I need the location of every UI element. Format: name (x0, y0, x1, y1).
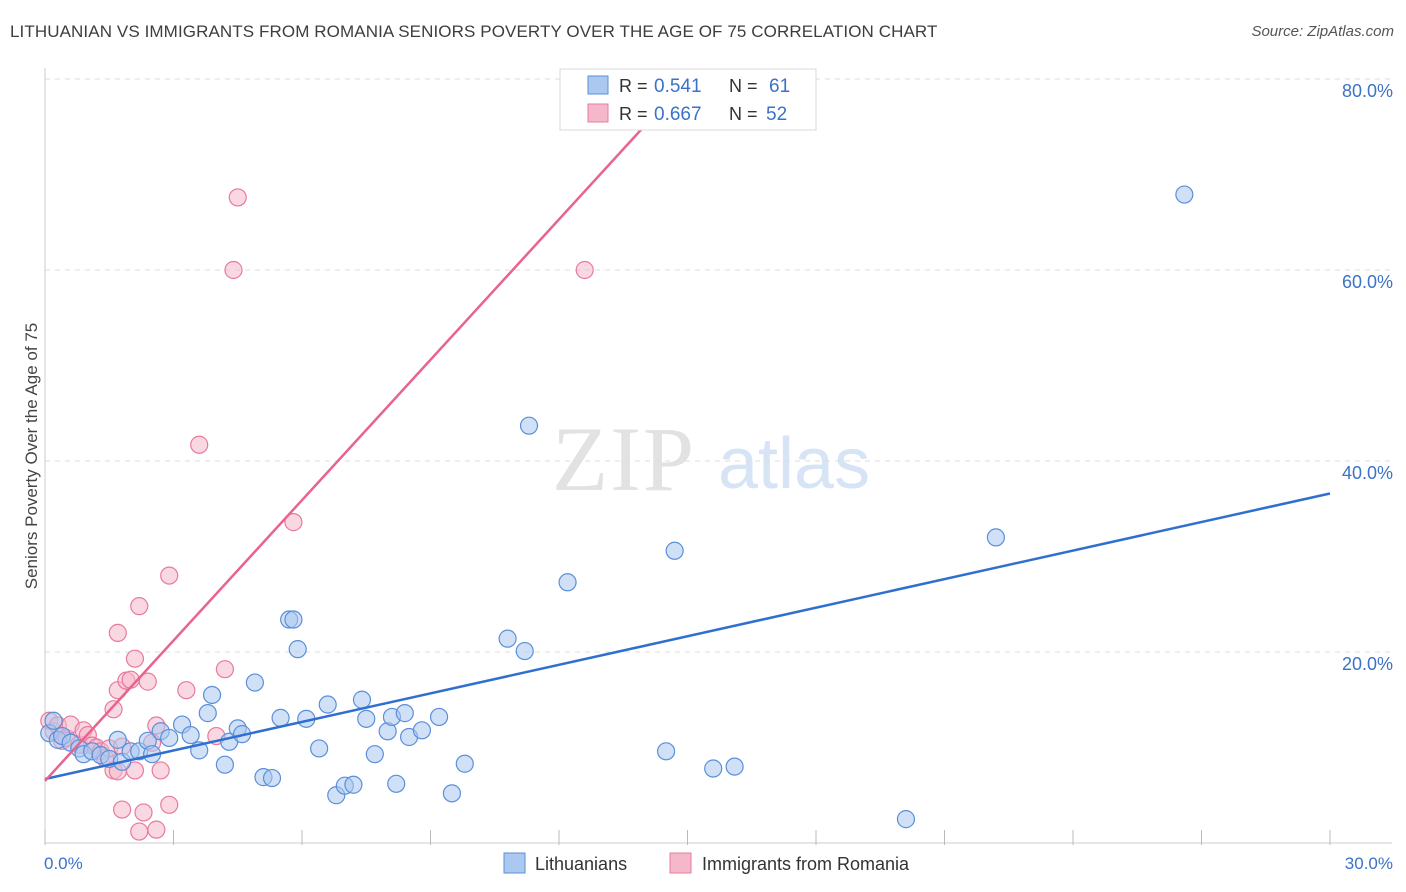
lithuanians-point (656, 742, 676, 761)
romania-point (215, 660, 234, 679)
romania-point (160, 795, 179, 814)
stats-n-value-romania: 52 (766, 104, 787, 125)
lithuanians-point (108, 730, 127, 749)
stats-r-label-romania: R = (619, 104, 648, 124)
lithuanians-point (365, 745, 384, 764)
lithuanians-point (245, 673, 264, 692)
romania-point (224, 260, 243, 280)
stats-r-label-lithuanians: R = (619, 76, 648, 96)
watermark-zip: ZIP (552, 408, 696, 510)
romania-point (177, 681, 196, 700)
romania-point (147, 820, 166, 839)
legend-swatch-lithuanians (503, 852, 526, 874)
chart-source: Source: ZipAtlas.com (1251, 23, 1394, 40)
lithuanians-point (284, 610, 303, 629)
stats-r-value-lithuanians: 0.541 (654, 76, 702, 97)
lithuanians-point (498, 629, 517, 648)
lithuanians-point (896, 810, 916, 829)
x-tick-label-max: 30.0% (1345, 854, 1393, 873)
lithuanians-point (310, 739, 329, 758)
romania-point (160, 566, 179, 585)
lithuanians-point (395, 704, 414, 723)
legend-label-lithuanians: Lithuanians (535, 854, 627, 874)
romania-point (134, 803, 153, 822)
lithuanians-point (442, 784, 462, 803)
romania-point (190, 435, 209, 454)
y-tick-label: 20.0% (1342, 654, 1393, 674)
romania-point (125, 761, 145, 780)
x-tick-label-min: 0.0% (44, 854, 83, 873)
lithuanians-point (704, 759, 723, 778)
legend-swatch-romania (669, 852, 692, 874)
lithuanians-point (352, 690, 372, 709)
lithuanians-point (160, 728, 179, 748)
stats-legend-swatch-lithuanians (587, 75, 609, 95)
lithuanians-point (1175, 185, 1194, 204)
romania-point (575, 260, 594, 280)
romania-point (130, 597, 149, 616)
watermark: ZIP atlas (552, 408, 870, 510)
y-axis-title: Seniors Poverty Over the Age of 75 (22, 323, 41, 589)
stats-r-value-romania: 0.667 (654, 104, 702, 125)
lithuanians-point (202, 685, 222, 705)
grid-layer: 20.0% 40.0% 60.0% 80.0% (45, 78, 1393, 674)
lithuanians-point (288, 640, 307, 659)
romania-point (108, 623, 127, 643)
romania-trend-line (44, 78, 689, 782)
stats-legend: R = 0.541 N = 61 R = 0.667 N = 52 (559, 68, 817, 131)
chart-title: LITHUANIAN VS IMMIGRANTS FROM ROMANIA SE… (10, 22, 938, 41)
lithuanians-point (519, 416, 539, 435)
lithuanians-point (558, 573, 577, 592)
romania-point (130, 822, 149, 841)
lithuanians-point (429, 707, 449, 727)
romania-point (138, 672, 157, 691)
romania-point (112, 800, 132, 819)
series-lithuanians-points (40, 185, 1194, 829)
lithuanians-point (344, 775, 363, 794)
lithuanians-point (181, 725, 200, 745)
watermark-atlas: atlas (718, 424, 870, 504)
lithuanians-point (44, 711, 63, 730)
tick-layer (44, 830, 1331, 845)
lithuanians-point (455, 754, 474, 773)
lithuanians-point (357, 709, 376, 728)
lithuanians-point (318, 695, 337, 714)
stats-legend-swatch-romania (587, 103, 609, 123)
romania-point (151, 761, 170, 780)
romania-point (125, 649, 145, 668)
lithuanians-point (387, 774, 406, 793)
lithuanians-point (412, 721, 432, 740)
lithuanians-trend-line (44, 492, 1331, 781)
lithuanians-point (986, 528, 1006, 547)
romania-point (104, 700, 123, 719)
lithuanians-point (262, 768, 282, 788)
stats-n-label-lithuanians: N = (729, 76, 758, 96)
trend-layer (44, 78, 1331, 782)
stats-n-label-romania: N = (729, 104, 758, 124)
romania-point (284, 513, 303, 532)
lithuanians-point (215, 755, 234, 774)
lithuanians-point (725, 757, 744, 776)
lithuanians-point (515, 641, 534, 661)
lithuanians-point (665, 541, 684, 560)
lithuanians-point (198, 704, 217, 723)
y-tick-label: 40.0% (1342, 463, 1393, 483)
y-tick-label: 60.0% (1342, 272, 1393, 292)
romania-point (228, 188, 247, 207)
stats-n-value-lithuanians: 61 (769, 76, 790, 97)
lithuanians-point (271, 708, 290, 727)
bottom-legend: Lithuanians Immigrants from Romania (503, 852, 910, 874)
y-tick-label: 80.0% (1342, 81, 1393, 101)
legend-label-romania: Immigrants from Romania (702, 854, 910, 874)
